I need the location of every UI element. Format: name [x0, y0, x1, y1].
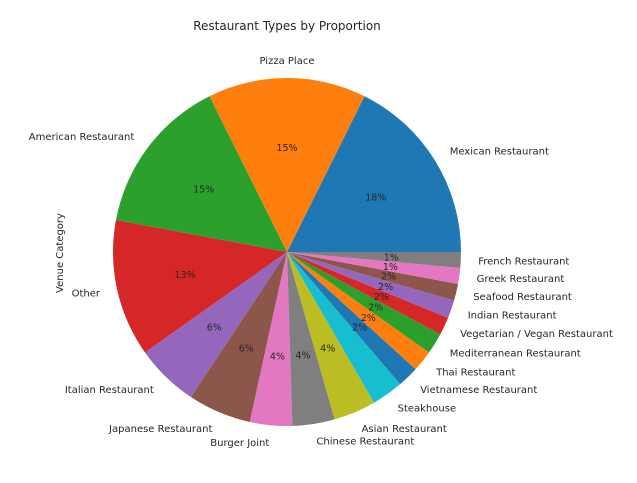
category-labels: Mexican Restaurant Pizza Place American Re… — [29, 56, 613, 449]
percent-labels: 18%15%15%13%6%6%4% 4%4%2%2%2%2%2%2%1%1% — [174, 143, 398, 362]
category-label-steakhouse: Steakhouse — [398, 404, 457, 415]
category-label-indian-restaurant: Indian Restaurant — [468, 311, 557, 322]
percent-label-vegetarian-vegan-restaurant: 2% — [374, 292, 389, 303]
slice-burger-joint — [249, 252, 293, 427]
percent-label-asian-restaurant: 4% — [320, 344, 335, 355]
category-label-american-restaurant: American Restaurant — [29, 132, 135, 143]
percent-label-indian-restaurant: 2% — [378, 282, 393, 293]
percent-label-seafood-restaurant: 2% — [381, 272, 396, 283]
pie-slices — [112, 77, 461, 427]
percent-label-thai-restaurant: 2% — [361, 313, 376, 324]
slice-french-restaurant — [287, 252, 461, 269]
category-label-italian-restaurant: Italian Restaurant — [65, 385, 154, 396]
slice-greek-restaurant — [287, 252, 461, 284]
percent-label-italian-restaurant: 6% — [207, 323, 222, 334]
category-label-seafood-restaurant: Seafood Restaurant — [473, 292, 572, 303]
slice-american-restaurant — [115, 96, 288, 253]
slice-mediterranean-restaurant — [287, 252, 441, 353]
slice-other — [112, 220, 287, 353]
percent-label-chinese-restaurant: 4% — [295, 351, 310, 362]
y-axis-label: Venue Category — [55, 213, 66, 293]
percent-label-vietnamese-restaurant: 2% — [352, 323, 367, 334]
category-label-greek-restaurant: Greek Restaurant — [477, 274, 565, 285]
category-label-japanese-restaurant: Japanese Restaurant — [108, 424, 212, 435]
slice-mexican-restaurant — [287, 96, 461, 253]
category-label-mediterranean-restaurant: Mediterranean Restaurant — [450, 348, 581, 359]
slice-vietnamese-restaurant — [287, 252, 416, 385]
percent-label-american-restaurant: 15% — [193, 185, 214, 196]
category-label-french-restaurant: French Restaurant — [478, 256, 569, 267]
category-label-vietnamese-restaurant: Vietnamese Restaurant — [420, 385, 537, 396]
percent-label-other: 13% — [174, 270, 195, 281]
percent-label-mexican-restaurant: 18% — [365, 193, 386, 204]
category-label-asian-restaurant: Asian Restaurant — [362, 424, 447, 435]
slice-thai-restaurant — [287, 252, 430, 370]
category-label-burger-joint: Burger Joint — [210, 438, 269, 449]
percent-label-mediterranean-restaurant: 2% — [368, 303, 383, 314]
slice-seafood-restaurant — [287, 252, 459, 301]
slice-pizza-place — [209, 77, 365, 253]
category-label-other: Other — [72, 288, 101, 299]
chart-title: Restaurant Types by Proportion — [193, 19, 381, 33]
slice-indian-restaurant — [287, 252, 455, 318]
category-label-thai-restaurant: Thai Restaurant — [435, 368, 515, 379]
slice-vegetarian-vegan-restaurant — [287, 252, 449, 335]
category-label-chinese-restaurant: Chinese Restaurant — [316, 437, 414, 448]
category-label-vegetarian-vegan-restaurant: Vegetarian / Vegan Restaurant — [460, 329, 613, 340]
percent-label-japanese-restaurant: 6% — [239, 344, 254, 355]
slice-italian-restaurant — [144, 252, 287, 398]
category-label-pizza-place: Pizza Place — [260, 56, 315, 67]
percent-label-pizza-place: 15% — [276, 143, 297, 154]
percent-label-greek-restaurant: 1% — [383, 262, 398, 273]
slice-japanese-restaurant — [190, 252, 287, 422]
slice-chinese-restaurant — [287, 252, 335, 426]
slice-steakhouse — [287, 252, 401, 403]
category-label-mexican-restaurant: Mexican Restaurant — [450, 147, 549, 158]
percent-label-burger-joint: 4% — [270, 352, 285, 363]
slice-asian-restaurant — [287, 252, 374, 420]
percent-label-french-restaurant: 1% — [384, 252, 399, 263]
